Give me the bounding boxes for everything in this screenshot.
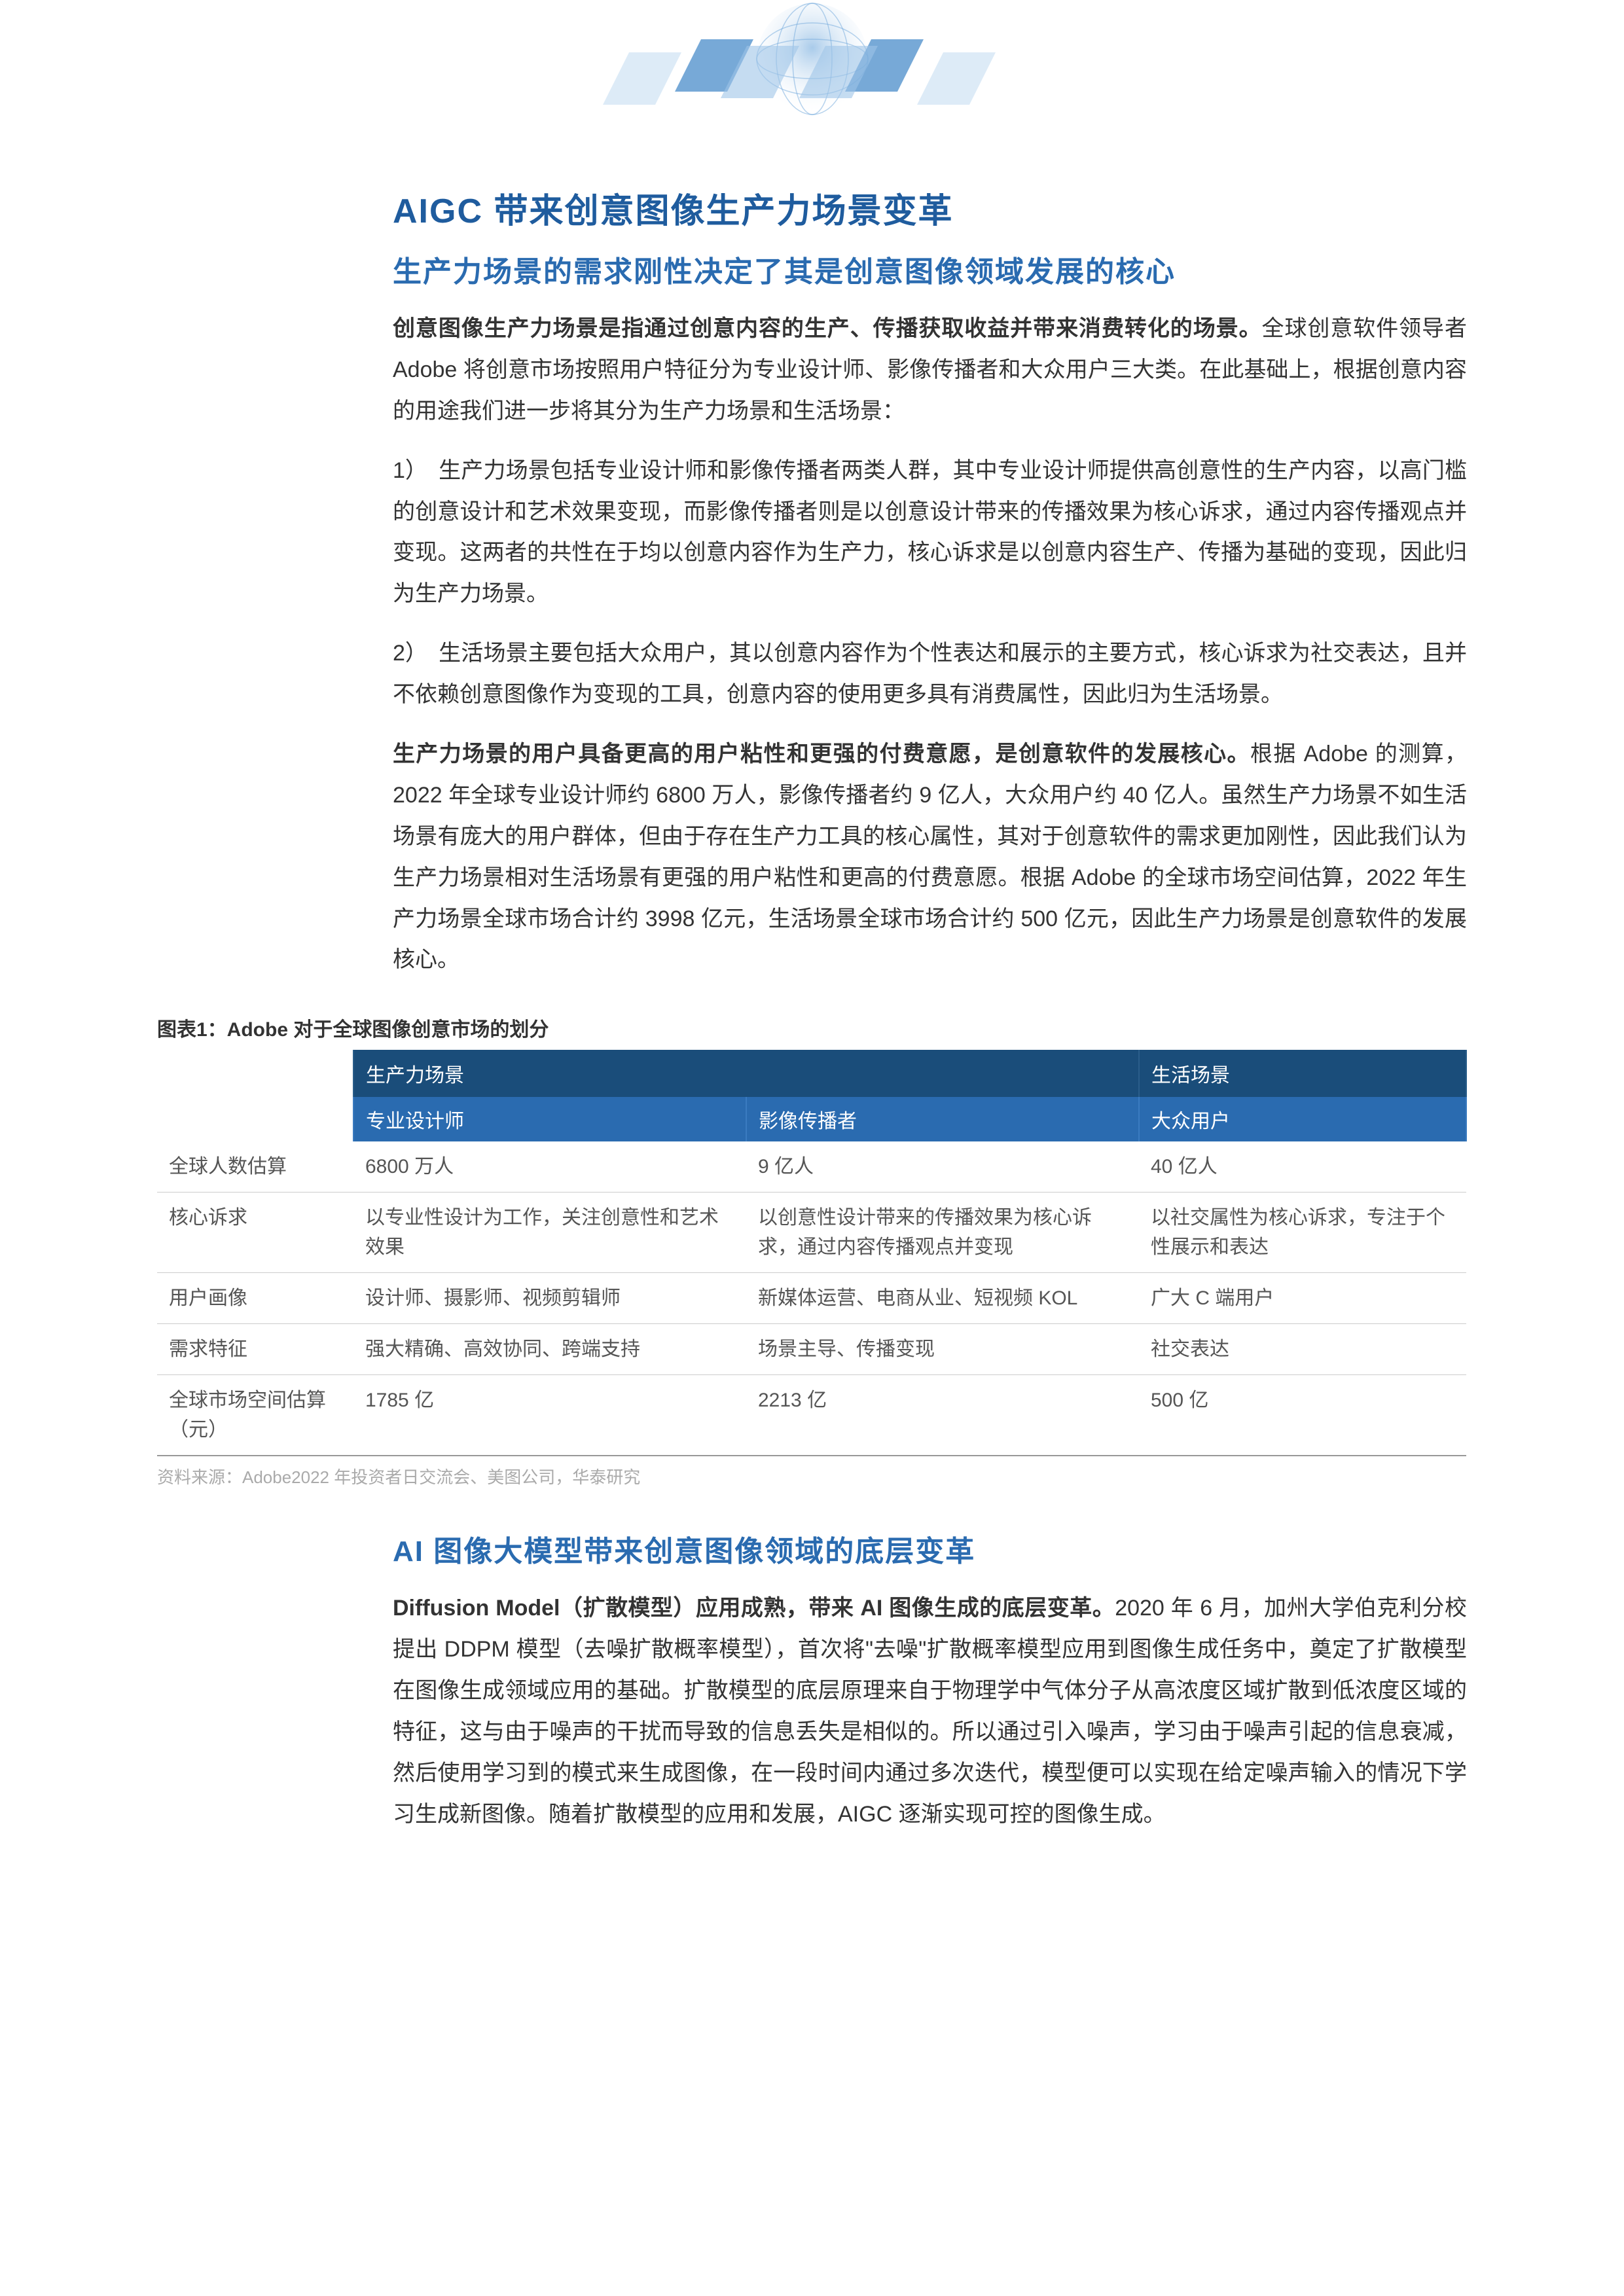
cell: 强大精确、高效协同、跨端支持 bbox=[353, 1324, 746, 1375]
header-decoration bbox=[0, 0, 1624, 144]
intro-paragraph: 创意图像生产力场景是指通过创意内容的生产、传播获取收益并带来消费转化的场景。全球… bbox=[393, 308, 1467, 432]
list-text-1: 生产力场景包括专业设计师和影像传播者两类人群，其中专业设计师提供高创意性的生产内… bbox=[393, 458, 1467, 607]
table-caption: 图表1：Adobe 对于全球图像创意市场的划分 bbox=[157, 1013, 1467, 1042]
cell: 社交表达 bbox=[1139, 1324, 1466, 1375]
table-sub-header-2: 影像传播者 bbox=[746, 1097, 1139, 1141]
section2-paragraph: Diffusion Model（扩散模型）应用成熟，带来 AI 图像生成的底层变… bbox=[393, 1588, 1467, 1835]
cell: 500 亿 bbox=[1139, 1375, 1466, 1456]
table-row: 全球市场空间估算（元） 1785 亿 2213 亿 500 亿 bbox=[157, 1375, 1466, 1456]
cell: 9 亿人 bbox=[746, 1141, 1139, 1193]
globe-graphic-icon bbox=[518, 0, 1107, 131]
row-label: 全球市场空间估算（元） bbox=[157, 1375, 353, 1456]
cell: 40 亿人 bbox=[1139, 1141, 1466, 1193]
cell: 6800 万人 bbox=[353, 1141, 746, 1193]
table-sub-header-row: 专业设计师 影像传播者 大众用户 bbox=[157, 1097, 1466, 1141]
intro-bold: 创意图像生产力场景是指通过创意内容的生产、传播获取收益并带来消费转化的场景。 bbox=[393, 316, 1262, 341]
cell: 场景主导、传播变现 bbox=[746, 1324, 1139, 1375]
cell: 设计师、摄影师、视频剪辑师 bbox=[353, 1273, 746, 1324]
para2-bold: 生产力场景的用户具备更高的用户粘性和更强的付费意愿，是创意软件的发展核心。 bbox=[393, 742, 1250, 766]
adobe-market-table: 生产力场景 生活场景 专业设计师 影像传播者 大众用户 全球人数估算 6800 … bbox=[157, 1050, 1467, 1456]
table-row: 用户画像 设计师、摄影师、视频剪辑师 新媒体运营、电商从业、短视频 KOL 广大… bbox=[157, 1273, 1466, 1324]
table-row: 需求特征 强大精确、高效协同、跨端支持 场景主导、传播变现 社交表达 bbox=[157, 1324, 1466, 1375]
table-header-blank2 bbox=[157, 1097, 353, 1141]
row-label: 核心诉求 bbox=[157, 1193, 353, 1273]
sub-heading-2: AI 图像大模型带来创意图像领域的底层变革 bbox=[393, 1528, 1467, 1570]
paragraph-2: 生产力场景的用户具备更高的用户粘性和更强的付费意愿，是创意软件的发展核心。根据 … bbox=[393, 734, 1467, 980]
sub-heading-1: 生产力场景的需求刚性决定了其是创意图像领域发展的核心 bbox=[393, 248, 1467, 290]
list-text-2: 生活场景主要包括大众用户，其以创意内容作为个性表达和展示的主要方式，核心诉求为社… bbox=[393, 641, 1467, 707]
section2-rest: 2020 年 6 月，加州大学伯克利分校提出 DDPM 模型（去噪扩散概率模型）… bbox=[393, 1596, 1467, 1826]
cell: 2213 亿 bbox=[746, 1375, 1139, 1456]
cell: 以社交属性为核心诉求，专注于个性展示和表达 bbox=[1139, 1193, 1466, 1273]
para2-rest: 根据 Adobe 的测算，2022 年全球专业设计师约 6800 万人，影像传播… bbox=[393, 742, 1467, 972]
cell: 以专业性设计为工作，关注创意性和艺术效果 bbox=[353, 1193, 746, 1273]
table-sub-header-1: 专业设计师 bbox=[353, 1097, 746, 1141]
table-group-header-1: 生产力场景 bbox=[353, 1050, 1139, 1097]
cell: 以创意性设计带来的传播效果为核心诉求，通过内容传播观点并变现 bbox=[746, 1193, 1139, 1273]
cell: 新媒体运营、电商从业、短视频 KOL bbox=[746, 1273, 1139, 1324]
row-label: 需求特征 bbox=[157, 1324, 353, 1375]
table-sub-header-3: 大众用户 bbox=[1139, 1097, 1466, 1141]
table-group-header-row: 生产力场景 生活场景 bbox=[157, 1050, 1466, 1097]
table-row: 核心诉求 以专业性设计为工作，关注创意性和艺术效果 以创意性设计带来的传播效果为… bbox=[157, 1193, 1466, 1273]
table-header-blank1 bbox=[157, 1050, 353, 1097]
table-group-header-2: 生活场景 bbox=[1139, 1050, 1466, 1097]
section2-bold: Diffusion Model（扩散模型）应用成熟，带来 AI 图像生成的底层变… bbox=[393, 1596, 1115, 1621]
table-row: 全球人数估算 6800 万人 9 亿人 40 亿人 bbox=[157, 1141, 1466, 1193]
main-heading: AIGC 带来创意图像生产力场景变革 bbox=[393, 183, 1467, 232]
table-source: 资料来源：Adobe2022 年投资者日交流会、美图公司，华泰研究 bbox=[157, 1464, 1467, 1488]
page-content: AIGC 带来创意图像生产力场景变革 生产力场景的需求刚性决定了其是创意图像领域… bbox=[0, 0, 1624, 1835]
list-num-1: 1） bbox=[393, 450, 439, 492]
cell: 1785 亿 bbox=[353, 1375, 746, 1456]
list-num-2: 2） bbox=[393, 633, 439, 674]
cell: 广大 C 端用户 bbox=[1139, 1273, 1466, 1324]
list-item-2: 2）生活场景主要包括大众用户，其以创意内容作为个性表达和展示的主要方式，核心诉求… bbox=[393, 633, 1467, 715]
row-label: 全球人数估算 bbox=[157, 1141, 353, 1193]
row-label: 用户画像 bbox=[157, 1273, 353, 1324]
list-item-1: 1）生产力场景包括专业设计师和影像传播者两类人群，其中专业设计师提供高创意性的生… bbox=[393, 450, 1467, 615]
